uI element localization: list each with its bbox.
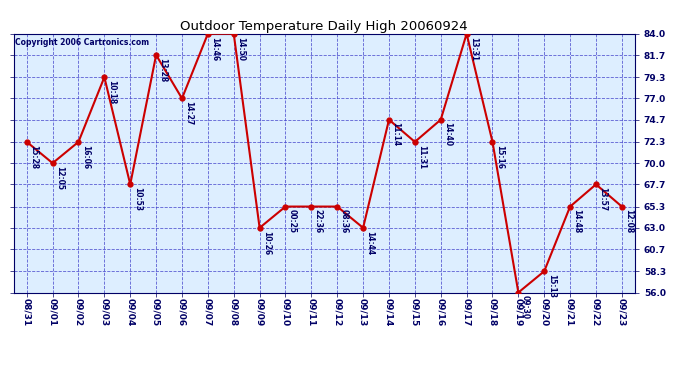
Text: 15:16: 15:16	[495, 145, 504, 169]
Text: 12:05: 12:05	[55, 166, 64, 190]
Text: 14:50: 14:50	[236, 36, 245, 60]
Text: 10:26: 10:26	[262, 231, 271, 255]
Text: 16:06: 16:06	[81, 145, 90, 169]
Text: 00:25: 00:25	[288, 209, 297, 233]
Text: 11:31: 11:31	[417, 145, 426, 169]
Text: 14:46: 14:46	[210, 36, 219, 61]
Text: Copyright 2006 Cartronics.com: Copyright 2006 Cartronics.com	[15, 38, 149, 46]
Text: 09:30: 09:30	[521, 295, 530, 320]
Text: 14:48: 14:48	[573, 209, 582, 234]
Text: 22:36: 22:36	[314, 209, 323, 234]
Text: 13:28: 13:28	[159, 58, 168, 82]
Text: 08:36: 08:36	[339, 209, 348, 234]
Text: 15:28: 15:28	[29, 145, 38, 169]
Text: 14:44: 14:44	[366, 231, 375, 255]
Text: 12:08: 12:08	[624, 209, 633, 234]
Text: 14:40: 14:40	[443, 123, 452, 147]
Text: 10:18: 10:18	[107, 80, 116, 104]
Text: 14:27: 14:27	[184, 101, 193, 126]
Text: 10:53: 10:53	[132, 187, 141, 211]
Title: Outdoor Temperature Daily High 20060924: Outdoor Temperature Daily High 20060924	[181, 20, 468, 33]
Text: 11:14: 11:14	[391, 123, 400, 147]
Text: 13:57: 13:57	[598, 187, 607, 211]
Text: 15:13: 15:13	[546, 274, 555, 298]
Text: 13:31: 13:31	[469, 36, 478, 61]
